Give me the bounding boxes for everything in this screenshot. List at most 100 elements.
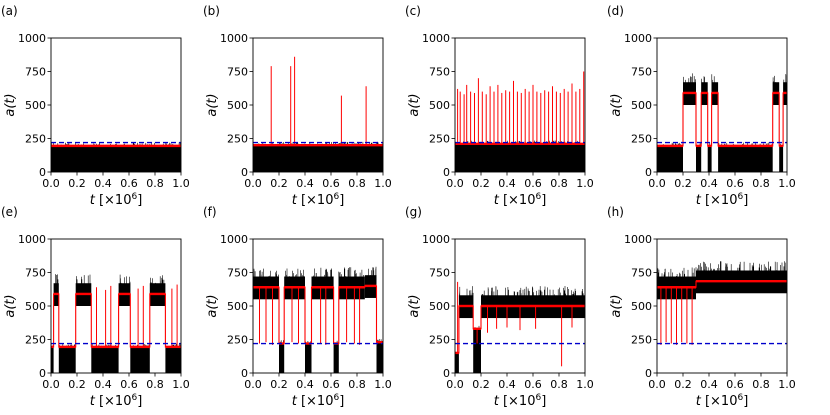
panel-label: (c) [405, 4, 421, 18]
y-tick-label: 1000 [624, 32, 652, 45]
y-tick-label: 750 [227, 267, 248, 280]
x-axis-label: t [×106] [696, 393, 749, 409]
raw-band-2 [473, 328, 481, 373]
x-axis-label: t [×106] [292, 393, 345, 409]
x-tick-label: 0.6 [726, 177, 744, 190]
x-tick-label: 0.4 [498, 177, 516, 190]
x-tick-label: 1.0 [172, 177, 190, 190]
panel-label: (a) [1, 4, 18, 18]
raw-band-3 [305, 343, 312, 373]
panel-a: 0.0 0.2 0.4 0.6 0.8 1.0 0 250 500 750 1000 t [×106]… [1, 4, 190, 208]
raw-band-0 [253, 145, 383, 172]
x-tick-label: 0.8 [550, 378, 568, 391]
x-tick-label: 0.2 [270, 177, 288, 190]
panel-e: 0.0 0.2 0.4 0.6 0.8 1.0 0 250 500 750 1000 t [×106]… [1, 205, 190, 409]
x-axis-label: t [×106] [494, 192, 547, 208]
y-tick-label: 500 [25, 300, 46, 313]
x-tick-label: 0.0 [244, 378, 262, 391]
y-tick-label: 1000 [422, 233, 450, 246]
panel-label: (f) [203, 205, 217, 219]
y-tick-label: 250 [25, 133, 46, 146]
raw-band-4 [707, 145, 712, 172]
plot-area [657, 73, 787, 172]
raw-band-5 [333, 343, 339, 373]
raw-band-0 [455, 352, 459, 373]
x-tick-label: 0.6 [726, 378, 744, 391]
x-tick-label: 0.2 [270, 378, 288, 391]
panel-label: (e) [1, 205, 18, 219]
y-tick-label: 0 [241, 166, 248, 179]
x-tick-label: 0.8 [348, 177, 366, 190]
y-axis-label: a(t) [609, 294, 624, 317]
y-axis-label: a(t) [407, 93, 422, 116]
y-tick-label: 750 [25, 66, 46, 79]
x-tick-label: 0.4 [94, 177, 112, 190]
x-tick-label: 0.2 [68, 177, 86, 190]
panel-h: 0.0 0.2 0.4 0.6 0.8 1.0 0 250 500 750 1000 t [×106]… [607, 205, 796, 409]
raw-band-6 [718, 145, 773, 172]
mean-trace [455, 305, 585, 354]
y-tick-label: 1000 [422, 32, 450, 45]
raw-band-8 [779, 145, 784, 172]
x-tick-label: 0.4 [94, 378, 112, 391]
panel-b: 0.0 0.2 0.4 0.6 0.8 1.0 0 250 500 750 1000 t [×106]… [203, 4, 392, 208]
x-tick-label: 1.0 [374, 378, 392, 391]
x-tick-label: 0.6 [524, 378, 542, 391]
x-tick-label: 0.8 [752, 177, 770, 190]
x-tick-label: 1.0 [172, 378, 190, 391]
x-tick-label: 0.8 [752, 378, 770, 391]
y-tick-label: 250 [25, 334, 46, 347]
x-tick-label: 0.8 [348, 378, 366, 391]
y-tick-label: 1000 [220, 233, 248, 246]
raw-band-0 [51, 145, 181, 172]
x-tick-label: 1.0 [778, 177, 796, 190]
y-tick-label: 1000 [220, 32, 248, 45]
panel-f: 0.0 0.2 0.4 0.6 0.8 1.0 0 250 500 750 1000 t [×106]… [203, 205, 392, 409]
y-tick-label: 250 [227, 133, 248, 146]
x-tick-label: 0.4 [700, 378, 718, 391]
x-tick-label: 1.0 [576, 378, 594, 391]
x-tick-label: 0.2 [674, 378, 692, 391]
x-tick-label: 0.2 [472, 177, 490, 190]
x-tick-label: 0.0 [648, 378, 666, 391]
y-tick-label: 0 [443, 367, 450, 380]
x-tick-label: 0.6 [322, 378, 340, 391]
panel-c: 0.0 0.2 0.4 0.6 0.8 1.0 0 250 500 750 1000 t [×106]… [405, 4, 594, 208]
y-tick-label: 250 [631, 133, 652, 146]
x-axis-label: t [×106] [292, 192, 345, 208]
x-tick-label: 0.6 [322, 177, 340, 190]
y-tick-label: 0 [645, 367, 652, 380]
x-tick-label: 1.0 [576, 177, 594, 190]
x-axis-label: t [×106] [90, 393, 143, 409]
x-tick-label: 0.4 [296, 378, 314, 391]
plot-area [51, 141, 181, 172]
x-tick-label: 0.0 [42, 378, 60, 391]
x-tick-label: 0.4 [700, 177, 718, 190]
y-axis-label: a(t) [407, 294, 422, 317]
y-tick-label: 750 [25, 267, 46, 280]
x-tick-label: 0.6 [524, 177, 542, 190]
panel-label: (h) [607, 205, 624, 219]
x-tick-label: 0.0 [42, 177, 60, 190]
raw-noise [657, 261, 786, 288]
y-axis-label: a(t) [205, 93, 220, 116]
plot-area [253, 266, 383, 373]
y-tick-label: 0 [645, 166, 652, 179]
panel-g: 0.0 0.2 0.4 0.6 0.8 1.0 0 250 500 750 1000 t [×106]… [405, 205, 594, 409]
panel-label: (d) [607, 4, 624, 18]
x-axis-label: t [×106] [696, 192, 749, 208]
y-tick-label: 1000 [18, 233, 46, 246]
x-tick-label: 0.6 [120, 378, 138, 391]
y-tick-label: 1000 [624, 233, 652, 246]
x-tick-label: 1.0 [778, 378, 796, 391]
y-tick-label: 500 [227, 300, 248, 313]
y-tick-label: 500 [25, 99, 46, 112]
x-axis-label: t [×106] [494, 393, 547, 409]
y-axis-label: a(t) [3, 294, 18, 317]
y-tick-label: 750 [631, 66, 652, 79]
plot-area [51, 274, 181, 373]
x-tick-label: 0.8 [146, 378, 164, 391]
x-tick-label: 0.2 [472, 378, 490, 391]
mean-trace [657, 92, 787, 147]
y-tick-label: 250 [429, 334, 450, 347]
